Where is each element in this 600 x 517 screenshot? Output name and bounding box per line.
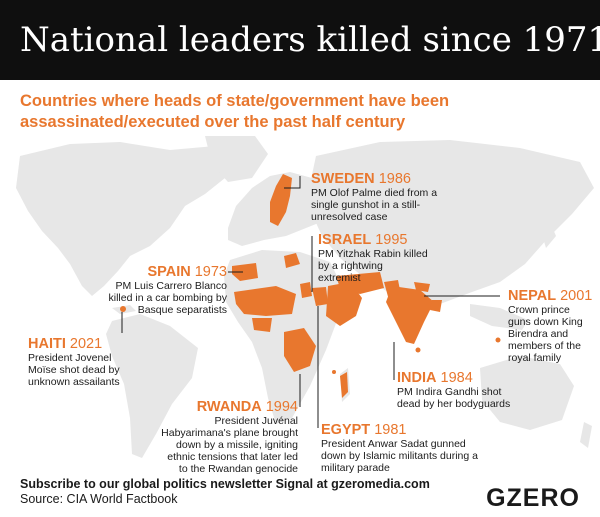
annotation-country: HAITI <box>28 336 66 352</box>
annotation-year: 1994 <box>265 399 298 415</box>
annotation-country: EGYPT <box>321 422 371 438</box>
annotation-year: 2001 <box>560 288 593 304</box>
annotation-description: PM Yitzhak Rabin killed by a rightwing e… <box>318 248 428 284</box>
highlighted-countries <box>120 174 501 398</box>
philippines-shape <box>495 337 501 343</box>
annotation-spain: SPAIN 1973 PM Luis Carrero Blanco killed… <box>100 264 227 316</box>
gzero-logo: GZERO <box>486 484 580 512</box>
annotation-description: President Jovenel Moïse shot dead by unk… <box>28 352 120 388</box>
annotation-country: INDIA <box>397 370 437 386</box>
annotation-country: SWEDEN <box>311 171 375 187</box>
annotation-country: ISRAEL <box>318 232 372 248</box>
north-africa-shape <box>234 286 296 316</box>
middle-east-shape <box>326 282 362 326</box>
central-africa-shape <box>284 328 316 372</box>
annotation-description: PM Indira Gandhi shot dead by her bodygu… <box>397 386 511 410</box>
west-africa-shape <box>252 318 272 332</box>
header-banner: National leaders killed since 1971 <box>0 0 600 80</box>
annotation-year: 2021 <box>69 336 103 352</box>
southeast-asia-land <box>470 304 528 330</box>
bangladesh-shape <box>430 300 442 312</box>
asia-land <box>310 140 594 306</box>
annotation-description: PM Olof Palme died from a single gunshot… <box>311 187 438 223</box>
haiti-shape <box>120 306 126 312</box>
annotation-egypt: EGYPT 1981 President Anwar Sadat gunned … <box>321 422 491 474</box>
sweden-shape <box>270 174 292 226</box>
leader-lines <box>121 176 500 428</box>
libya-shape <box>300 282 312 298</box>
annotation-country: SPAIN <box>147 264 191 280</box>
footer: Subscribe to our global politics newslet… <box>20 477 430 507</box>
annotation-description: PM Luis Carrero Blanco killed in a car b… <box>108 280 227 316</box>
newsletter-cta[interactable]: Subscribe to our global politics newslet… <box>20 477 430 491</box>
annotation-description: President Juvénal Habyarimana's plane br… <box>161 415 298 475</box>
world-map <box>16 136 594 458</box>
sweden-leader <box>284 176 301 189</box>
spain-shape <box>232 263 258 281</box>
nepal-shape <box>414 282 430 292</box>
annotation-sweden: SWEDEN 1986 PM Olof Palme died from a si… <box>311 171 466 223</box>
south-america-land <box>106 314 198 458</box>
madagascar-shape <box>340 372 348 398</box>
india-shape <box>386 286 434 344</box>
annotation-nepal: NEPAL 2001 Crown prince guns down King B… <box>508 288 595 364</box>
annotation-india: INDIA 1984 PM Indira Gandhi shot dead by… <box>397 370 525 410</box>
greenland-land <box>205 136 268 182</box>
annotation-haiti: HAITI 2021 President Jovenel Moïse shot … <box>28 336 120 388</box>
iran-shape <box>336 272 384 294</box>
new-zealand-land <box>580 422 592 448</box>
annotation-year: 1995 <box>375 232 408 248</box>
annotation-description: Crown prince guns down King Birendra and… <box>508 304 583 364</box>
australia-land <box>480 356 574 430</box>
page-subtitle: Countries where heads of state/governmen… <box>20 92 450 131</box>
annotation-year: 1973 <box>194 264 227 280</box>
annotation-country: RWANDA <box>196 399 262 415</box>
sri-lanka-shape <box>415 347 421 353</box>
central-europe-shape <box>284 253 300 268</box>
annotation-year: 1984 <box>440 370 473 386</box>
comoros-shape <box>332 370 336 374</box>
annotation-year: 1981 <box>374 422 407 438</box>
page-title: National leaders killed since 1971 <box>20 20 600 60</box>
egypt-shape <box>312 287 328 306</box>
source-note: Source: CIA World Factbook <box>20 492 178 506</box>
japan-land <box>540 222 556 248</box>
annotation-rwanda: RWANDA 1994 President Juvénal Habyariman… <box>158 399 298 475</box>
annotation-description: President Anwar Sadat gunned down by Isl… <box>321 438 478 474</box>
annotation-israel: ISRAEL 1995 PM Yitzhak Rabin killed by a… <box>318 232 428 284</box>
annotation-year: 1986 <box>378 171 411 187</box>
north-america-land <box>16 142 235 296</box>
annotation-country: NEPAL <box>508 288 557 304</box>
